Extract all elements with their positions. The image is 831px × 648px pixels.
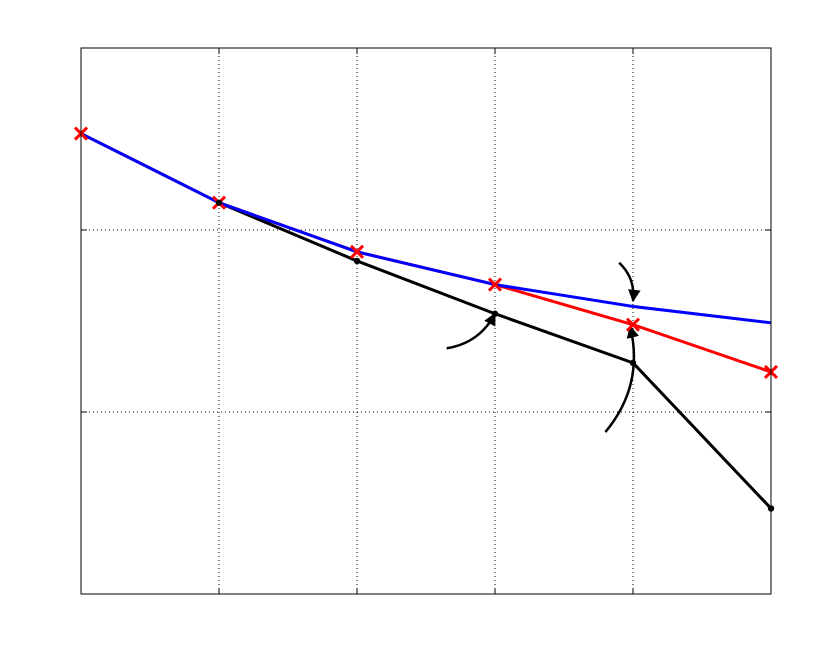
series-line-blue xyxy=(80,132,772,325)
annotation-arrow-0 xyxy=(446,312,497,350)
series-lines xyxy=(80,132,773,510)
marker-red-x-4 xyxy=(625,317,641,332)
grid-lines xyxy=(81,48,771,594)
axis-ticks xyxy=(80,47,772,595)
marker-black-dot-2 xyxy=(491,310,499,317)
series-line-red xyxy=(80,132,772,374)
plot-frame xyxy=(80,47,772,595)
marker-black-dot-0 xyxy=(215,199,223,206)
annotation-arrow-1 xyxy=(618,261,641,303)
annotation-arrow-2 xyxy=(604,325,639,433)
data-markers xyxy=(73,126,779,512)
marker-black-dot-1 xyxy=(353,257,361,265)
marker-red-x-3 xyxy=(487,277,503,292)
annotation-arrows xyxy=(446,261,641,433)
marker-black-dot-3 xyxy=(629,359,637,367)
marker-red-x-2 xyxy=(349,244,365,259)
